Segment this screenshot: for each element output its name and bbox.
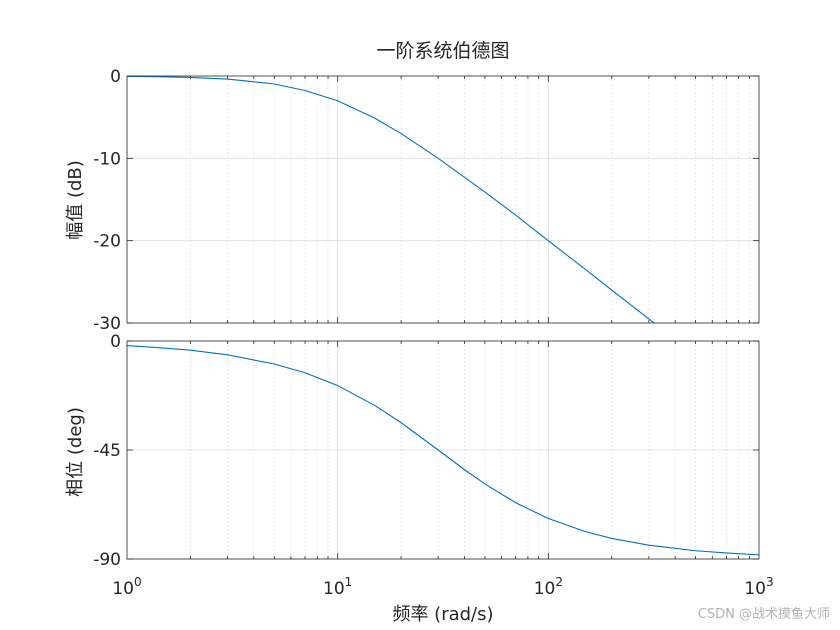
- magnitude-ytick-label: -30: [93, 314, 121, 334]
- phase-yticks: 0 -45 -90: [93, 332, 121, 570]
- phase-ylabel: 相位 (deg): [65, 407, 86, 497]
- frequency-xtick-exponent: 1: [345, 575, 353, 589]
- frequency-xtick-exponent: 2: [555, 575, 563, 589]
- magnitude-axes: 0 -10 -20 -30 幅值 (dB): [65, 67, 760, 334]
- watermark-text: CSDN @战术摸鱼大师: [698, 606, 830, 622]
- frequency-xtick-exponent: 0: [134, 575, 142, 589]
- magnitude-ytick-label: -20: [93, 232, 121, 252]
- frequency-xtick-label: 100: [112, 575, 141, 599]
- frequency-xticks: 100 101 102 103: [112, 575, 773, 599]
- magnitude-plot-area: [127, 76, 759, 323]
- phase-ytick-label: -45: [93, 441, 121, 461]
- phase-ytick-label: 0: [110, 332, 121, 352]
- phase-axes: 0 -45 -90 相位 (deg): [65, 332, 760, 570]
- chart-title: 一阶系统伯德图: [376, 40, 509, 62]
- phase-series-line: [127, 345, 759, 556]
- frequency-xtick-label: 103: [744, 575, 773, 599]
- magnitude-axes-box: [126, 75, 760, 324]
- magnitude-ytick-label: 0: [110, 67, 121, 87]
- frequency-xtick-label: 102: [534, 575, 563, 599]
- phase-axes-box: [126, 340, 760, 560]
- magnitude-ylabel: 幅值 (dB): [65, 160, 86, 240]
- frequency-xtick-label: 101: [323, 575, 352, 599]
- magnitude-series-line: [127, 76, 655, 323]
- frequency-xlabel: 频率 (rad/s): [392, 604, 493, 625]
- phase-ytick-label: -90: [93, 550, 121, 570]
- magnitude-ytick-label: -10: [93, 149, 121, 169]
- magnitude-yticks: 0 -10 -20 -30: [93, 67, 121, 334]
- magnitude-grid: [127, 75, 759, 324]
- frequency-xtick-exponent: 3: [766, 575, 774, 589]
